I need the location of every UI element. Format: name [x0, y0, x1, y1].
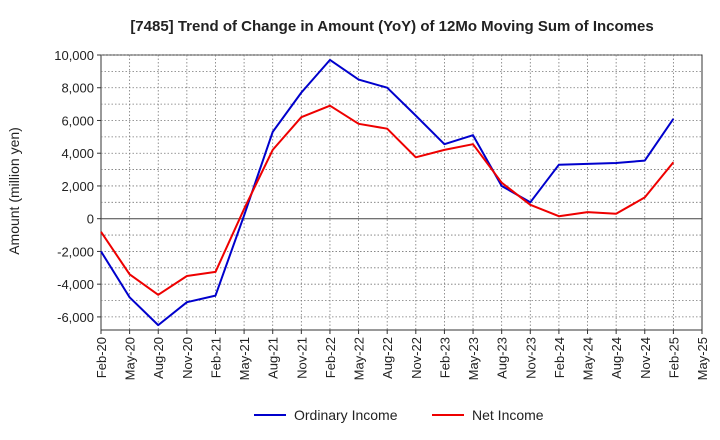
x-tick-label: Aug-20 [151, 337, 166, 379]
plot-area [100, 54, 703, 331]
x-tick-label: May-21 [237, 337, 252, 380]
series-line-net-income [100, 104, 675, 296]
plot-frame [100, 54, 703, 331]
x-tick-label: Feb-20 [94, 337, 109, 378]
x-tick-label: Nov-21 [294, 337, 309, 379]
x-tick-label: Feb-22 [323, 337, 338, 378]
x-tick-label: Feb-24 [552, 337, 567, 378]
y-tick-label: -4,000 [57, 277, 94, 292]
x-tick-label: May-24 [581, 337, 596, 380]
y-axis-label: Amount (million yen) [6, 127, 22, 255]
legend-label: Net Income [472, 407, 544, 423]
x-tick-label: Aug-23 [495, 337, 510, 379]
x-tick-label: Feb-21 [208, 337, 223, 378]
x-tick-label: Feb-23 [437, 337, 452, 378]
x-tick-label: Aug-22 [380, 337, 395, 379]
x-tick-label: May-20 [123, 337, 138, 380]
series-lines [100, 58, 675, 327]
x-tick-label: Feb-25 [666, 337, 681, 378]
x-tick-label: Nov-22 [409, 337, 424, 379]
x-tick-label: May-25 [695, 337, 710, 380]
x-axis: Feb-20 May-20 Aug-20 Nov-20 Feb-21 May-21 Aug-… [94, 330, 710, 380]
y-tick-label: -6,000 [57, 310, 94, 325]
x-tick-label: Nov-23 [523, 337, 538, 379]
y-tick-label: 6,000 [61, 113, 94, 128]
y-tick-label: 0 [87, 212, 94, 227]
y-tick-label: 4,000 [61, 146, 94, 161]
x-tick-label: Aug-24 [609, 337, 624, 379]
x-tick-label: Nov-24 [638, 337, 653, 379]
legend-label: Ordinary Income [294, 407, 398, 423]
y-tick-label: -2,000 [57, 244, 94, 259]
x-tick-label: Nov-20 [180, 337, 195, 379]
series-line-ordinary-income [100, 58, 675, 327]
x-tick-label: May-22 [352, 337, 367, 380]
grid [101, 54, 702, 330]
x-tick-label: Aug-21 [266, 337, 281, 379]
y-tick-label: 2,000 [61, 179, 94, 194]
legend: Ordinary Income Net Income [254, 407, 544, 423]
y-tick-label: 8,000 [61, 81, 94, 96]
y-tick-label: 10,000 [54, 48, 94, 63]
y-axis: 10,000 8,000 6,000 4,000 2,000 0 -2,000 -4,000 -… [54, 48, 101, 325]
chart-title: [7485] Trend of Change in Amount (YoY) o… [130, 18, 653, 35]
x-tick-label: May-23 [466, 337, 481, 380]
